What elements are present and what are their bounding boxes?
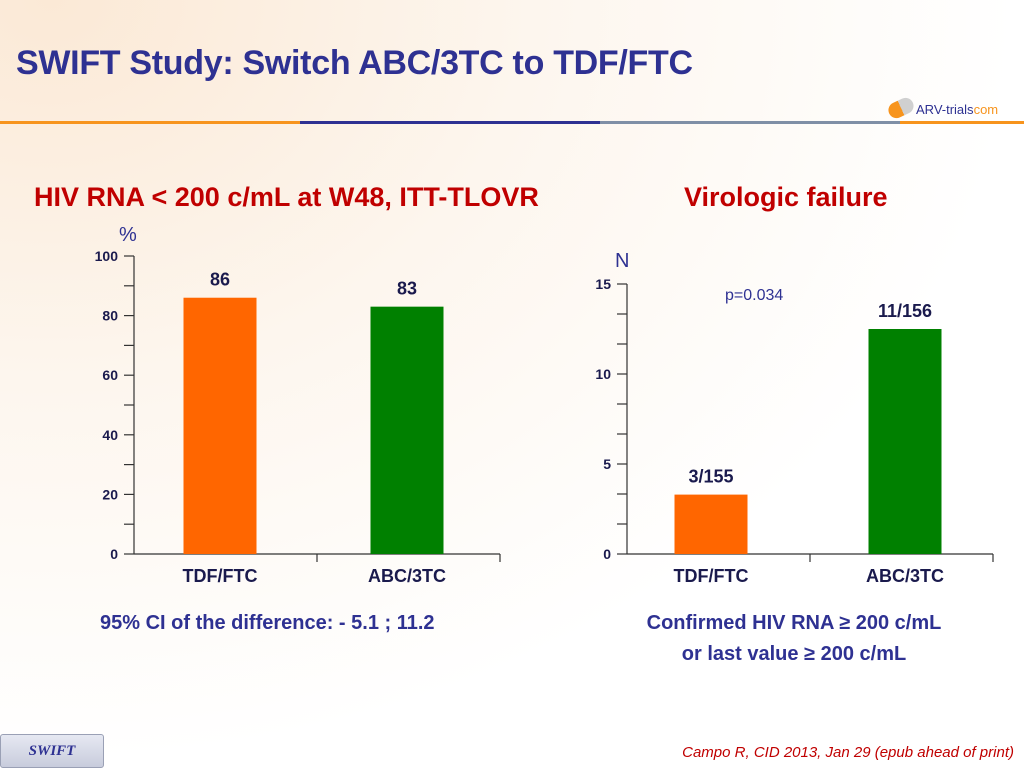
right-data-label: 11/156: [878, 301, 932, 321]
left-y-tick-label: 20: [102, 486, 118, 502]
left-bar-tdf-ftc: [183, 297, 257, 554]
header-rule-orange-right: [900, 121, 1024, 124]
left-y-tick-label: 80: [102, 308, 118, 324]
left-data-label: 86: [210, 270, 230, 290]
study-badge: SWIFT: [0, 734, 104, 768]
right-y-tick-label: 15: [595, 276, 611, 292]
header-rule-grey: [600, 121, 900, 124]
left-chart-unit: %: [119, 224, 137, 246]
left-chart-heading: HIV RNA < 200 c/mL at W48, ITT-TLOVR: [34, 182, 539, 212]
logo-suffix: com: [973, 102, 999, 117]
slide-title: SWIFT Study: Switch ABC/3TC to TDF/FTC: [16, 44, 693, 82]
left-y-tick-label: 60: [102, 367, 118, 383]
source-citation: Campo R, CID 2013, Jan 29 (epub ahead of…: [682, 744, 1014, 761]
left-data-label: 83: [397, 279, 417, 299]
right-chart-footnote-line1: Confirmed HIV RNA ≥ 200 c/mL: [646, 612, 942, 634]
right-bar-abc-3tc: [868, 329, 942, 554]
left-y-tick-label: 0: [110, 546, 118, 562]
left-y-tick-label: 40: [102, 427, 118, 443]
arv-trials-logo: ARV-trialscom: [885, 95, 1016, 130]
left-category-label: ABC/3TC: [368, 566, 446, 586]
right-category-label: TDF/FTC: [674, 566, 749, 586]
right-y-tick-label: 5: [603, 456, 611, 472]
right-chart-heading: Virologic failure: [684, 182, 888, 212]
right-chart-unit: N: [615, 250, 630, 272]
right-category-label: ABC/3TC: [866, 566, 944, 586]
left-chart-footnote: 95% CI of the difference: - 5.1 ; 11.2: [100, 612, 435, 634]
left-y-tick-label: 100: [95, 248, 119, 264]
right-y-tick-label: 10: [595, 366, 611, 382]
right-y-tick-label: 0: [603, 546, 611, 562]
right-chart-footnote-line2: or last value ≥ 200 c/mL: [681, 643, 907, 665]
right-data-label: 3/155: [688, 467, 733, 487]
logo-text: ARV-trials: [916, 102, 974, 117]
header-rule-blue: [300, 121, 600, 124]
left-category-label: TDF/FTC: [183, 566, 258, 586]
left-bar-abc-3tc: [370, 306, 444, 554]
header-rule-orange: [0, 121, 300, 124]
p-value: p=0.034: [725, 287, 784, 304]
right-bar-tdf-ftc: [674, 494, 748, 554]
